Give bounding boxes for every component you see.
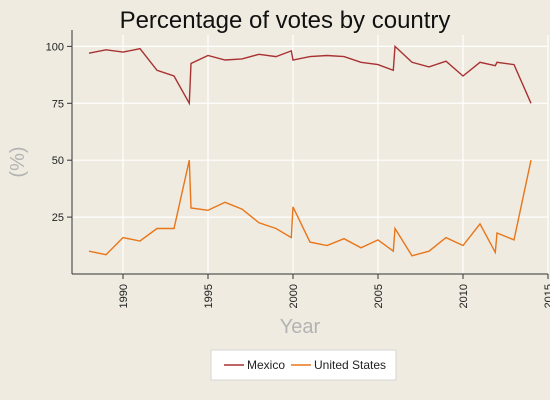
y-tick-label-75: 75 — [52, 98, 64, 110]
chart-title: Percentage of votes by country — [120, 7, 451, 34]
legend: Mexico United States — [210, 349, 397, 381]
gridlines — [72, 35, 549, 274]
legend-label-mexico: Mexico — [247, 358, 285, 372]
y-tick-label-100: 100 — [46, 41, 64, 53]
x-tick-label-2005: 2005 — [373, 284, 385, 308]
series-line-mexico — [88, 44, 532, 106]
y-tick-label-50: 50 — [52, 155, 64, 167]
x-tick-label-1990: 1990 — [118, 284, 130, 308]
series-lines — [88, 44, 532, 257]
x-axis-title: Year — [280, 316, 321, 338]
y-tick-label-25: 25 — [52, 212, 64, 224]
x-tick-label-2015: 2015 — [543, 284, 550, 308]
series-line-united-states — [88, 160, 532, 257]
axes: 25 50 75 100 1990 1995 2000 2005 2010 2015 — [46, 30, 550, 308]
legend-label-united-states: United States — [314, 358, 386, 372]
x-tick-label-2000: 2000 — [288, 284, 300, 308]
y-axis-title: (%) — [7, 146, 29, 177]
x-tick-label-1995: 1995 — [203, 284, 215, 308]
x-tick-label-2010: 2010 — [458, 284, 470, 308]
